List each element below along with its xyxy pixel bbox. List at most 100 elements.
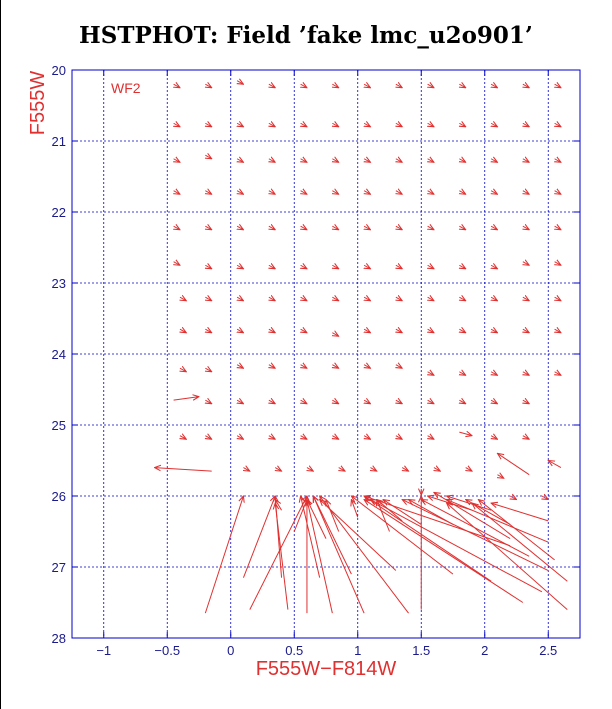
vector-arrow	[523, 159, 529, 163]
vector-arrow	[370, 500, 543, 593]
vector-arrow	[491, 329, 497, 333]
vector-arrow	[326, 500, 340, 532]
vector-arrow	[491, 436, 497, 440]
y-tick-label: 26	[52, 489, 66, 504]
vector-arrow	[396, 123, 402, 127]
vector-arrow	[275, 468, 281, 472]
vector-arrow	[205, 368, 211, 372]
vector-arrow	[301, 365, 307, 369]
y-tick-label: 24	[52, 347, 66, 362]
x-tick-label: 1.5	[412, 643, 430, 658]
vector-arrow	[428, 496, 473, 511]
vector-arrow	[351, 496, 454, 575]
vector-arrow	[269, 123, 275, 127]
vector-arrow	[313, 496, 365, 614]
vector-arrow	[351, 500, 359, 518]
vector-arrow	[396, 436, 402, 440]
vector-arrow	[174, 84, 180, 88]
y-tick-label: 23	[52, 276, 66, 291]
vector-arrow	[237, 436, 243, 440]
vector-arrow	[237, 365, 243, 369]
vector-arrow	[428, 297, 434, 301]
vector-arrow	[301, 84, 307, 88]
vector-arrow	[269, 329, 275, 333]
vector-arrow	[428, 84, 434, 88]
vector-arrow	[205, 400, 211, 404]
vector-arrow	[301, 123, 307, 127]
vector-arrow	[275, 500, 282, 511]
vector-arrow	[364, 496, 511, 547]
vector-arrow	[364, 159, 370, 163]
vector-arrow	[396, 297, 402, 301]
vector-arrow	[447, 503, 568, 610]
vector-arrow	[459, 372, 465, 376]
x-tick-label: 1	[354, 643, 361, 658]
vector-arrow	[523, 262, 529, 266]
x-tick-labels: −1 −0.5 0 0.5 1 1.5 2 2.5	[96, 643, 557, 658]
vector-arrow	[370, 468, 376, 472]
vector-arrow	[332, 297, 338, 301]
vector-arrow	[491, 123, 497, 127]
vector-arrow	[491, 191, 497, 195]
vector-arrow	[180, 329, 186, 333]
y-tick-label: 27	[52, 560, 66, 575]
vector-arrow	[205, 123, 211, 127]
vector-arrow	[555, 226, 561, 230]
y-axis-label: F555W	[27, 71, 49, 136]
vector-arrow	[396, 329, 402, 333]
vector-series	[155, 81, 568, 614]
vector-arrow	[364, 496, 492, 582]
vector-arrow	[491, 372, 497, 376]
panel-label: WF2	[111, 80, 141, 96]
vector-arrow	[428, 372, 434, 376]
vector-arrow	[523, 329, 529, 333]
vector-arrow	[491, 226, 497, 230]
vector-arrow	[237, 226, 243, 230]
vector-arrow	[205, 297, 211, 301]
vector-arrow	[205, 226, 211, 230]
x-tick-label: −0.5	[154, 643, 180, 658]
vector-arrow	[447, 500, 549, 543]
vector-arrow	[237, 191, 243, 195]
vector-arrow	[332, 365, 338, 369]
vector-arrow	[269, 400, 275, 404]
vector-arrow	[320, 500, 397, 571]
axes	[71, 69, 581, 639]
vector-arrow	[364, 329, 370, 333]
y-tick-labels: 20 21 22 23 24 25 26 27 28	[52, 63, 66, 646]
vector-arrow	[205, 155, 211, 159]
vector-arrow	[491, 400, 497, 404]
vector-arrow	[174, 191, 180, 195]
vector-arrow	[523, 297, 529, 301]
vector-arrow	[396, 191, 402, 195]
vector-arrow	[459, 226, 465, 230]
vector-arrow	[307, 500, 327, 539]
vector-arrow	[269, 265, 275, 269]
vector-arrow	[523, 123, 529, 127]
vector-arrow	[523, 400, 529, 404]
vector-arrow	[332, 84, 338, 88]
vector-arrow	[237, 297, 243, 301]
vector-arrow	[466, 500, 511, 525]
vector-arrow	[396, 159, 402, 163]
vector-arrow	[173, 397, 199, 401]
vector-arrow	[293, 500, 307, 532]
vector-arrow	[466, 468, 472, 472]
vector-arrow	[548, 461, 562, 469]
vector-arrow	[428, 400, 434, 404]
vector-arrow	[459, 123, 465, 127]
y-tick-label: 28	[52, 631, 66, 646]
vector-arrow	[428, 123, 434, 127]
vector-arrow	[174, 159, 180, 163]
vector-arrow	[301, 159, 307, 163]
vector-arrow	[428, 226, 434, 230]
vector-arrow	[555, 297, 561, 301]
vector-arrow	[555, 123, 561, 127]
vector-arrow	[459, 432, 472, 436]
vector-arrow	[205, 329, 211, 333]
vector-arrow	[523, 436, 529, 440]
vector-arrow	[555, 262, 561, 266]
vector-arrow	[428, 436, 434, 440]
